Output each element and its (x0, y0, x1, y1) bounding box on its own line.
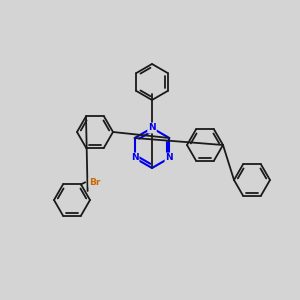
Text: N: N (166, 154, 173, 163)
Text: Br: Br (89, 178, 100, 187)
Text: N: N (148, 124, 156, 133)
Text: N: N (131, 154, 139, 163)
